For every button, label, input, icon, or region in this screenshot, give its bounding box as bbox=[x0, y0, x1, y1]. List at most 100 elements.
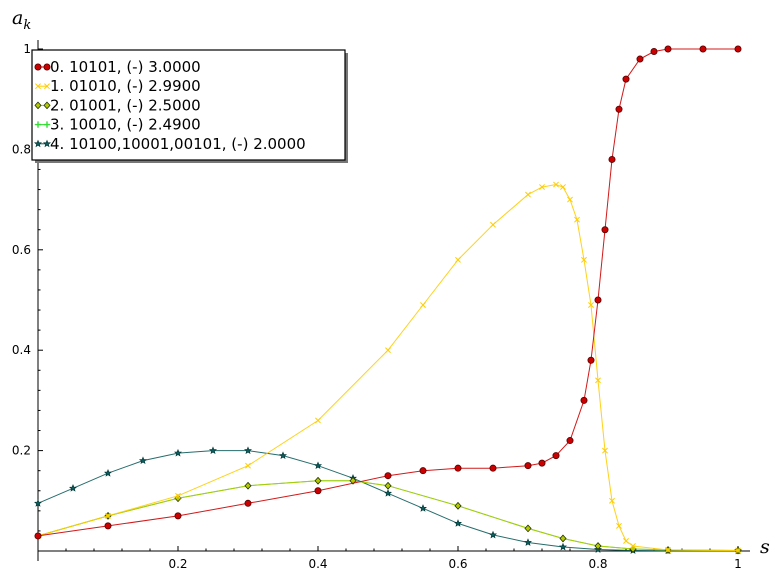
data-point bbox=[734, 45, 742, 53]
data-point bbox=[595, 377, 601, 384]
legend-entry: 4. 10100,10001,00101, (-) 2.0000 bbox=[34, 135, 306, 153]
data-point bbox=[69, 484, 77, 492]
data-point bbox=[650, 48, 658, 56]
data-point bbox=[601, 226, 609, 234]
series-line bbox=[37, 480, 739, 551]
data-point bbox=[454, 501, 462, 510]
data-point bbox=[455, 256, 461, 263]
data-point bbox=[616, 522, 622, 529]
legend-marker bbox=[34, 121, 42, 128]
data-point bbox=[594, 542, 602, 550]
axes: 0.2 0.4 0.6 0.8 1 0.2 0.4 0.6 0.8 1 bbox=[12, 40, 750, 571]
data-point bbox=[559, 534, 567, 543]
data-point bbox=[735, 547, 741, 554]
series-line bbox=[37, 450, 739, 552]
legend-marker bbox=[35, 83, 41, 90]
legend-entry: 0. 10101, (-) 3.0000 bbox=[34, 58, 201, 76]
data-point bbox=[587, 356, 595, 364]
y-tick-label: 1 bbox=[23, 42, 31, 56]
x-tick-label: 0.6 bbox=[448, 557, 467, 571]
legend-entry: 3. 10010, (-) 2.4900 bbox=[34, 116, 201, 134]
legend-label: 3. 10010, (-) 2.4900 bbox=[50, 116, 201, 134]
data-point bbox=[174, 448, 182, 457]
data-point bbox=[581, 256, 587, 263]
data-point bbox=[314, 487, 322, 495]
data-point bbox=[524, 524, 532, 533]
data-point bbox=[665, 547, 671, 553]
data-point bbox=[490, 221, 496, 228]
series-layer bbox=[34, 45, 742, 555]
x-tick-label: 0.4 bbox=[308, 557, 327, 571]
data-point bbox=[139, 456, 147, 465]
data-point bbox=[580, 396, 588, 404]
x-axis-label: s bbox=[760, 536, 770, 558]
y-tick-label: 0.4 bbox=[12, 343, 31, 357]
data-point bbox=[420, 302, 426, 308]
data-point bbox=[566, 437, 574, 445]
legend-marker bbox=[43, 121, 51, 128]
data-point bbox=[34, 532, 42, 540]
x-tick-label: 0.2 bbox=[168, 557, 187, 571]
data-point bbox=[636, 55, 644, 63]
data-point bbox=[664, 45, 672, 53]
data-point bbox=[244, 499, 252, 507]
data-point bbox=[588, 302, 594, 308]
legend-marker bbox=[44, 83, 50, 90]
data-point bbox=[567, 196, 573, 203]
x-tick-label: 0.8 bbox=[588, 557, 607, 571]
data-point bbox=[314, 476, 322, 485]
data-point bbox=[489, 464, 497, 472]
data-point bbox=[34, 499, 42, 507]
data-point bbox=[384, 489, 392, 497]
data-point bbox=[419, 504, 427, 512]
data-point bbox=[104, 522, 112, 530]
data-point bbox=[525, 191, 531, 198]
legend-entry: 1. 01010, (-) 2.9900 bbox=[35, 77, 201, 95]
legend-box bbox=[31, 49, 346, 161]
data-point bbox=[315, 417, 321, 424]
data-point bbox=[622, 75, 630, 83]
series-0 bbox=[34, 45, 742, 540]
data-point bbox=[539, 184, 545, 191]
data-point bbox=[385, 347, 391, 354]
legend-label: 4. 10100,10001,00101, (-) 2.0000 bbox=[50, 135, 306, 153]
data-point bbox=[630, 543, 636, 549]
legend-marker bbox=[43, 139, 51, 148]
data-point bbox=[609, 497, 615, 504]
data-point bbox=[209, 446, 217, 454]
y-tick-label: 0.8 bbox=[12, 142, 31, 156]
data-point bbox=[553, 181, 559, 188]
data-point bbox=[104, 468, 112, 477]
legend-label: 0. 10101, (-) 3.0000 bbox=[50, 58, 201, 76]
data-point bbox=[489, 530, 497, 539]
series-line bbox=[37, 183, 739, 551]
data-point bbox=[602, 447, 608, 454]
y-tick-label: 0.6 bbox=[12, 243, 31, 257]
legend-marker bbox=[34, 63, 42, 71]
data-point bbox=[574, 216, 580, 223]
data-point bbox=[560, 184, 566, 191]
data-point bbox=[245, 462, 251, 469]
x-tick-label: 1 bbox=[734, 557, 742, 571]
data-point bbox=[552, 452, 560, 460]
series-4 bbox=[34, 446, 742, 555]
data-point bbox=[244, 481, 252, 490]
data-point bbox=[384, 472, 392, 480]
legend-marker bbox=[43, 63, 51, 71]
data-point bbox=[244, 446, 252, 454]
y-axis-label: ak bbox=[12, 7, 31, 33]
data-point bbox=[615, 105, 623, 113]
data-point bbox=[623, 538, 629, 544]
data-point bbox=[174, 512, 182, 520]
data-point bbox=[314, 461, 322, 470]
data-point bbox=[699, 45, 707, 53]
data-point bbox=[594, 296, 602, 304]
legend-marker bbox=[34, 139, 42, 148]
data-point bbox=[384, 481, 392, 490]
legend-label: 1. 01010, (-) 2.9900 bbox=[50, 77, 201, 95]
legend-entry: 2. 01001, (-) 2.5000 bbox=[34, 96, 201, 114]
series-1 bbox=[35, 181, 741, 554]
